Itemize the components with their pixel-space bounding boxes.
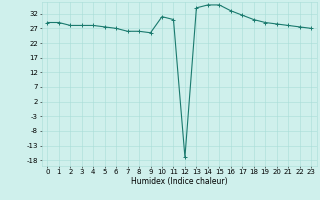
X-axis label: Humidex (Indice chaleur): Humidex (Indice chaleur)	[131, 177, 228, 186]
